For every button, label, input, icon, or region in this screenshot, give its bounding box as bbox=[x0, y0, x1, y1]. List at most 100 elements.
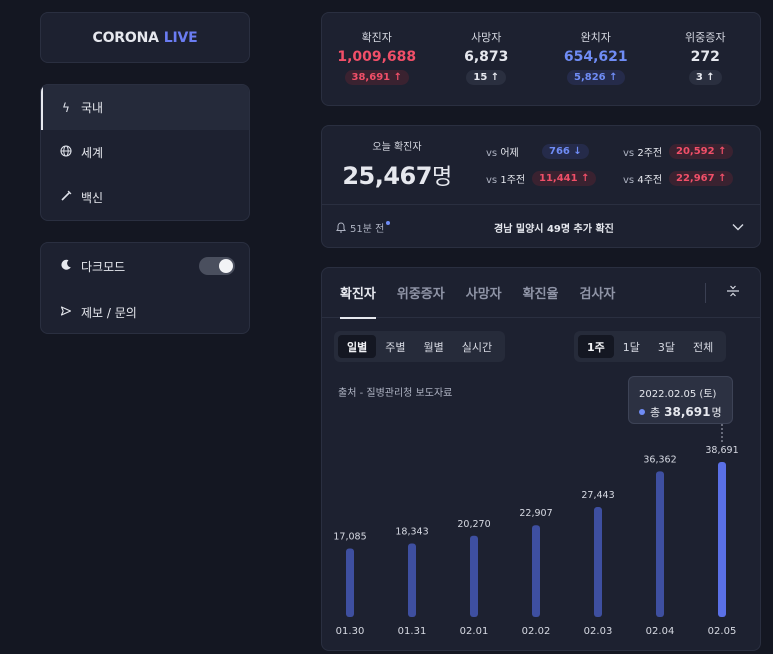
tab-confirmed[interactable]: 확진자 bbox=[340, 268, 376, 319]
bar-value-label: 27,443 bbox=[581, 490, 614, 501]
nav-item-label: 국내 bbox=[81, 101, 104, 115]
nav-item-label: 세계 bbox=[81, 146, 104, 160]
chart-tooltip: 2022.02.05 (토) 총 38,691 명 bbox=[628, 376, 733, 424]
chart-bar[interactable] bbox=[594, 507, 602, 617]
range-1month[interactable]: 1달 bbox=[622, 340, 640, 354]
chart-bar[interactable] bbox=[408, 543, 416, 617]
tab-deaths[interactable]: 사망자 bbox=[465, 287, 502, 302]
nav-item-label: 백신 bbox=[81, 191, 104, 205]
today-confirmed: 오늘 확진자 25,467명 bbox=[322, 126, 472, 202]
range-1week[interactable]: 1주 bbox=[578, 335, 614, 358]
stat-deaths: 사망자 6,873 15 ↑ bbox=[436, 29, 536, 105]
chart-source: 출처 - 질병관리청 보도자료 bbox=[338, 388, 453, 399]
summary-stats: 확진자 1,009,688 38,691 ↑ 사망자 6,873 15 ↑ 완치… bbox=[321, 12, 761, 106]
tab-tested[interactable]: 검사자 bbox=[579, 287, 616, 302]
lightning-icon: ϟ bbox=[62, 100, 70, 115]
dark-mode-row: 다크모드 bbox=[41, 243, 249, 289]
compare-badge: 11,441 ↑ bbox=[532, 171, 597, 186]
stat-change-badge: 38,691 ↑ bbox=[344, 70, 409, 85]
chart-bar[interactable] bbox=[346, 548, 354, 617]
stat-label: 위중증자 bbox=[685, 31, 726, 44]
bar-value-label: 22,907 bbox=[519, 508, 552, 519]
x-tick-label: 01.30 bbox=[336, 626, 365, 637]
compare-badge: 22,967 ↑ bbox=[669, 171, 734, 186]
chart-bar[interactable] bbox=[656, 471, 664, 617]
stat-recovered: 완치자 654,621 5,826 ↑ bbox=[546, 29, 646, 105]
send-icon bbox=[59, 305, 73, 320]
news-time: 51분 전 bbox=[336, 220, 391, 235]
chart-bar[interactable] bbox=[532, 525, 540, 617]
nav-item-vaccine[interactable]: 백신 bbox=[41, 175, 249, 220]
bar-chart: 17,085 01.30 18,343 01.31 20,270 02.01 22,907 0… bbox=[333, 424, 739, 637]
compare-yesterday: vs 어제 766 ↓ bbox=[486, 144, 589, 159]
compare-badge: 20,592 ↑ bbox=[669, 144, 734, 159]
stat-confirmed: 확진자 1,009,688 38,691 ↑ bbox=[327, 29, 427, 105]
nav-item-domestic[interactable]: ϟ 국내 bbox=[41, 85, 249, 130]
stat-critical: 위중증자 272 3 ↑ bbox=[655, 29, 755, 105]
logo-accent: LIVE bbox=[163, 29, 198, 46]
x-tick-label: 02.02 bbox=[522, 626, 551, 637]
x-tick-label: 02.01 bbox=[460, 626, 489, 637]
x-tick-label: 01.31 bbox=[398, 626, 427, 637]
today-confirmed-panel: 오늘 확진자 25,467명 vs 어제 766 ↓ vs 2주전 20,592… bbox=[321, 125, 761, 248]
stat-value: 272 bbox=[690, 49, 720, 65]
tab-critical[interactable]: 위중증자 bbox=[396, 287, 445, 302]
compare-4weeks: vs 4주전 22,967 ↑ bbox=[623, 171, 734, 186]
period-selector: 일별 주별 월별 실시간 bbox=[334, 331, 506, 362]
moon-icon bbox=[59, 259, 73, 274]
stat-value: 654,621 bbox=[563, 49, 628, 65]
chart-bar[interactable] bbox=[470, 535, 478, 617]
report-item[interactable]: 제보 / 문의 bbox=[41, 289, 249, 335]
bar-value-label: 38,691 bbox=[705, 445, 738, 456]
x-tick-label: 02.03 bbox=[584, 626, 613, 637]
chart-panel: 확진자 위중증자 사망자 확진율 검사자 일별 주별 월별 실시간 1주 1달 … bbox=[321, 267, 761, 651]
period-realtime[interactable]: 실시간 bbox=[461, 340, 493, 354]
today-number: 25,467명 bbox=[342, 161, 452, 190]
period-monthly[interactable]: 월별 bbox=[423, 340, 444, 354]
chevron-down-icon[interactable] bbox=[732, 220, 744, 234]
period-daily[interactable]: 일별 bbox=[338, 335, 377, 358]
series-dot bbox=[639, 409, 645, 415]
settings-menu: 다크모드 제보 / 문의 bbox=[40, 242, 250, 334]
new-dot bbox=[386, 221, 391, 225]
bell-icon bbox=[336, 221, 346, 232]
expand-icon[interactable] bbox=[726, 284, 740, 302]
dark-mode-toggle[interactable] bbox=[199, 257, 235, 275]
syringe-icon bbox=[59, 190, 73, 205]
divider bbox=[322, 204, 760, 205]
news-text: 경남 밀양시 49명 추가 확진 bbox=[494, 223, 614, 235]
dark-mode-label: 다크모드 bbox=[81, 259, 126, 274]
tooltip-date: 2022.02.05 (토) bbox=[639, 389, 717, 400]
divider bbox=[705, 283, 706, 303]
bar-value-label: 36,362 bbox=[643, 454, 676, 465]
nav-item-world[interactable]: 세계 bbox=[41, 130, 249, 175]
x-tick-label: 02.04 bbox=[646, 626, 675, 637]
stat-value: 6,873 bbox=[464, 49, 509, 65]
stat-label: 사망자 bbox=[471, 31, 502, 44]
x-tick-label: 02.05 bbox=[708, 626, 737, 637]
chart-bar[interactable] bbox=[718, 462, 726, 617]
stat-change-badge: 3 ↑ bbox=[688, 70, 722, 85]
logo[interactable]: CORONA LIVE bbox=[40, 12, 250, 63]
chart-tabs: 확진자 위중증자 사망자 확진율 검사자 bbox=[322, 268, 760, 319]
tab-positivity[interactable]: 확진율 bbox=[522, 287, 559, 302]
logo-text: CORONA bbox=[92, 29, 159, 46]
globe-icon bbox=[59, 145, 73, 160]
stat-change-badge: 15 ↑ bbox=[466, 70, 507, 85]
range-all[interactable]: 전체 bbox=[693, 340, 714, 354]
range-3months[interactable]: 3달 bbox=[657, 340, 676, 354]
stat-change-badge: 5,826 ↑ bbox=[567, 70, 625, 85]
nav-menu: ϟ 국내 세계 백신 bbox=[40, 84, 250, 221]
today-label: 오늘 확진자 bbox=[372, 141, 422, 153]
bar-value-label: 18,343 bbox=[395, 527, 428, 538]
stat-label: 완치자 bbox=[580, 31, 611, 44]
news-ticker[interactable]: 51분 전 경남 밀양시 49명 추가 확진 bbox=[322, 205, 760, 249]
tooltip-value: 총 38,691 명 bbox=[639, 404, 722, 420]
report-label: 제보 / 문의 bbox=[81, 305, 137, 320]
stat-value: 1,009,688 bbox=[337, 49, 417, 65]
toggle-knob bbox=[219, 259, 233, 273]
stat-label: 확진자 bbox=[361, 31, 392, 44]
bar-value-label: 20,270 bbox=[457, 519, 490, 530]
period-weekly[interactable]: 주별 bbox=[385, 340, 406, 354]
compare-2weeks: vs 2주전 20,592 ↑ bbox=[623, 144, 734, 159]
